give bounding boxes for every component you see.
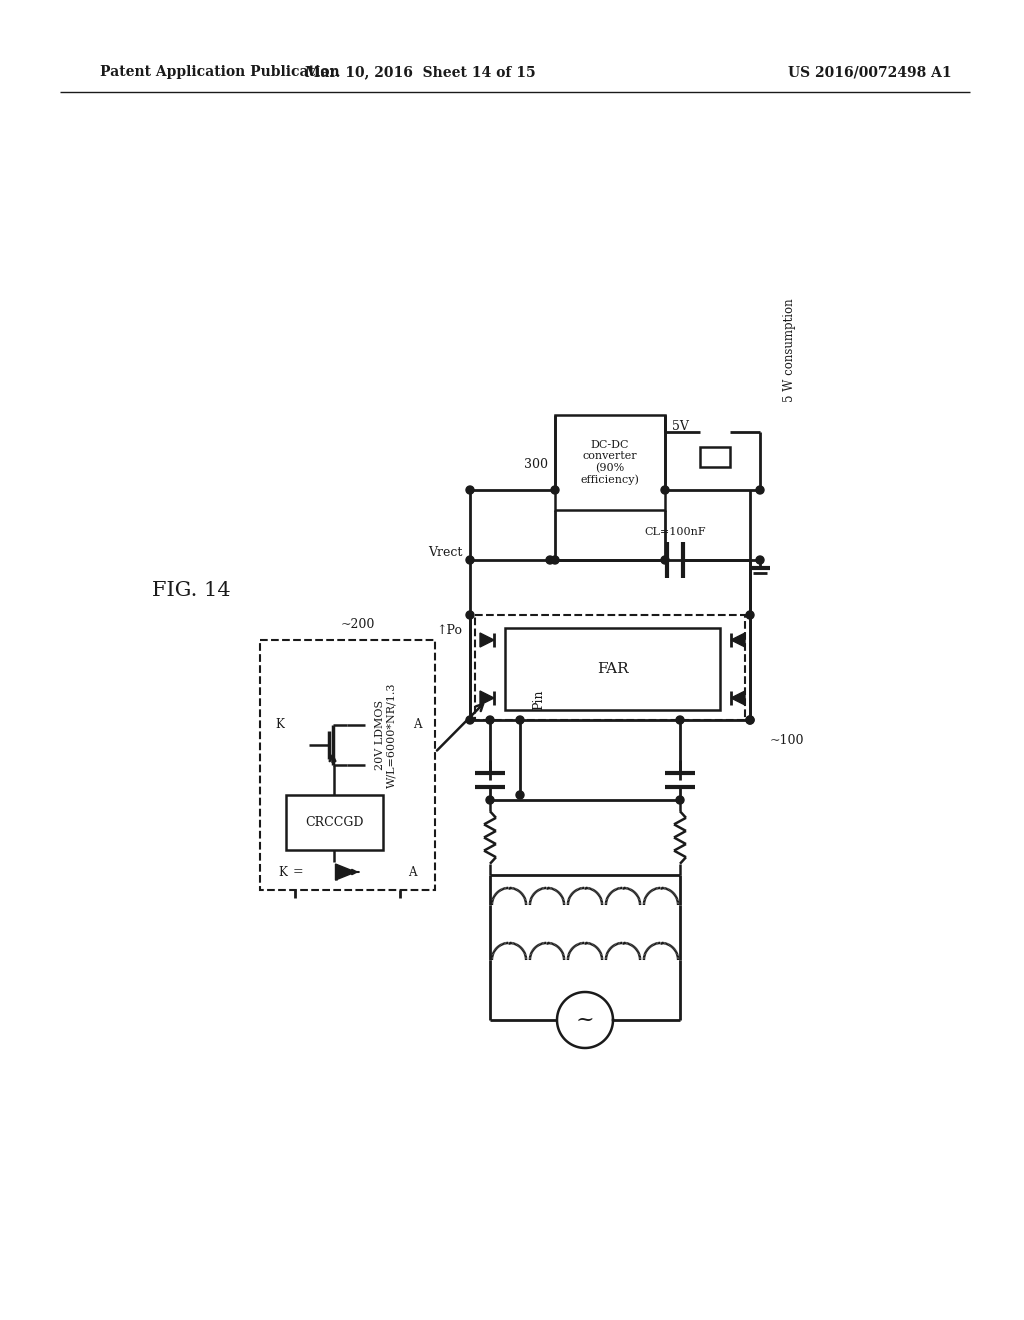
Text: 5V: 5V	[672, 421, 689, 433]
Circle shape	[516, 715, 524, 723]
Circle shape	[551, 556, 559, 564]
Circle shape	[516, 791, 524, 799]
Text: 5 W consumption: 5 W consumption	[783, 298, 797, 401]
Polygon shape	[336, 865, 355, 880]
Circle shape	[676, 715, 684, 723]
Text: 20V LDMOS
W/L=6000*NR/1.3: 20V LDMOS W/L=6000*NR/1.3	[375, 682, 397, 788]
Bar	[260, 640, 435, 890]
Circle shape	[676, 796, 684, 804]
Text: CL=100nF: CL=100nF	[644, 527, 706, 537]
Text: Mar. 10, 2016  Sheet 14 of 15: Mar. 10, 2016 Sheet 14 of 15	[305, 65, 536, 79]
Text: Vrect: Vrect	[428, 546, 462, 558]
Polygon shape	[480, 690, 494, 705]
Circle shape	[662, 486, 669, 494]
Polygon shape	[731, 690, 745, 705]
Text: ↑Po: ↑Po	[436, 623, 462, 636]
Text: K: K	[275, 718, 285, 731]
Text: A: A	[408, 866, 416, 879]
Text: A: A	[413, 718, 421, 731]
Polygon shape	[731, 634, 745, 647]
Text: DC-DC
converter
(90%
efficiency): DC-DC converter (90% efficiency)	[581, 440, 639, 486]
Bar	[287, 795, 383, 850]
Circle shape	[466, 556, 474, 564]
Text: ~: ~	[575, 1008, 594, 1031]
Text: =: =	[293, 866, 303, 879]
Text: K: K	[279, 866, 288, 879]
Circle shape	[746, 611, 754, 619]
Circle shape	[746, 715, 754, 723]
Text: ~200: ~200	[340, 619, 375, 631]
Bar	[475, 615, 745, 719]
Text: Pin: Pin	[532, 690, 545, 710]
Text: CRCCGD: CRCCGD	[305, 816, 364, 829]
Circle shape	[746, 715, 754, 723]
Circle shape	[662, 556, 669, 564]
Polygon shape	[480, 634, 494, 647]
Circle shape	[546, 556, 554, 564]
Circle shape	[486, 796, 494, 804]
Text: US 2016/0072498 A1: US 2016/0072498 A1	[788, 65, 952, 79]
Circle shape	[756, 486, 764, 494]
Circle shape	[466, 715, 474, 723]
Circle shape	[466, 611, 474, 619]
Circle shape	[466, 486, 474, 494]
Text: Patent Application Publication: Patent Application Publication	[100, 65, 340, 79]
Text: FAR: FAR	[597, 663, 629, 676]
Circle shape	[486, 715, 494, 723]
Bar	[555, 414, 665, 510]
Text: 300: 300	[524, 458, 548, 471]
Bar	[505, 628, 720, 710]
Bar	[700, 447, 730, 467]
Text: FIG. 14: FIG. 14	[152, 581, 230, 599]
Text: ~100: ~100	[770, 734, 805, 747]
Circle shape	[551, 486, 559, 494]
Circle shape	[756, 556, 764, 564]
